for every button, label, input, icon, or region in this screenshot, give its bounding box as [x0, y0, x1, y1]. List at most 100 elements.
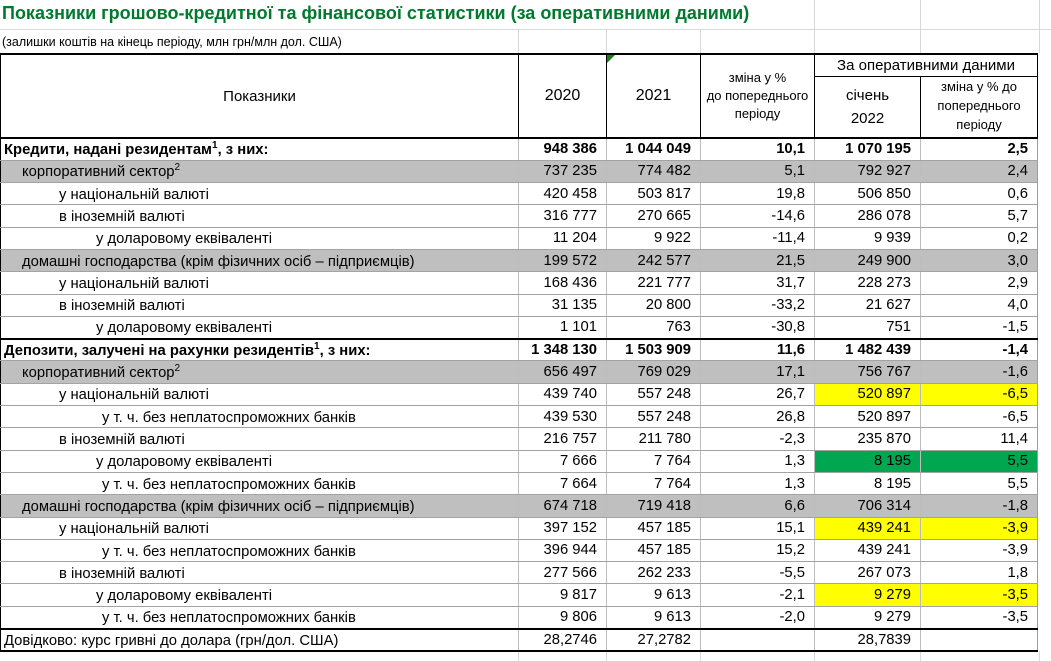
cell-indicator[interactable]: у доларовому еквіваленті [0, 227, 519, 250]
cell-2020[interactable]: 11 204 [518, 227, 607, 250]
cell-change-pct-operational[interactable]: 5,5 [920, 472, 1039, 496]
cell-change-pct[interactable]: 19,8 [700, 182, 815, 206]
cell-2021[interactable]: 769 029 [606, 360, 701, 384]
cell-2021[interactable]: 270 665 [606, 204, 701, 228]
cell-2020[interactable]: 168 436 [518, 271, 607, 295]
header-change-pct[interactable]: зміна у % до попереднього періоду [700, 53, 815, 139]
cell-change-pct-operational[interactable]: 5,5 [920, 450, 1039, 473]
cell-change-pct[interactable]: -2,3 [700, 427, 815, 451]
cell-2021[interactable]: 9 613 [606, 606, 701, 630]
cell-change-pct-operational[interactable]: 2,9 [920, 271, 1039, 295]
cell-2021[interactable]: 457 185 [606, 539, 701, 563]
cell-jan-2022[interactable]: 1 482 439 [814, 337, 921, 362]
header-2021[interactable]: 2021 [606, 53, 701, 139]
cell-2021[interactable]: 774 482 [606, 160, 701, 184]
cell-jan-2022[interactable]: 8 195 [814, 450, 921, 473]
cell-indicator[interactable]: у доларовому еквіваленті [0, 450, 519, 473]
cell-2021[interactable]: 557 248 [606, 405, 701, 429]
cell-change-pct-operational[interactable]: -1,4 [920, 337, 1039, 362]
cell-change-pct[interactable]: -11,4 [700, 227, 815, 250]
cell-change-pct[interactable]: 1,3 [700, 450, 815, 473]
cell-indicator[interactable]: Депозити, залучені на рахунки резидентів… [0, 337, 519, 362]
cell-indicator[interactable]: у національній валюті [0, 383, 519, 407]
cell-change-pct[interactable]: 5,1 [700, 160, 815, 184]
cell-change-pct-operational[interactable]: -3,5 [920, 606, 1039, 630]
cell-change-pct-operational[interactable]: 4,0 [920, 294, 1039, 317]
cell-indicator[interactable]: у т. ч. без неплатоспроможних банків [0, 539, 519, 563]
cell-change-pct[interactable]: -2,1 [700, 583, 815, 607]
cell-change-pct[interactable]: 31,7 [700, 271, 815, 295]
cell-2020[interactable]: 199 572 [518, 249, 607, 273]
cell-change-pct[interactable]: 21,5 [700, 249, 815, 273]
cell-2020[interactable]: 948 386 [518, 138, 607, 161]
cell-indicator[interactable]: в іноземній валюті [0, 204, 519, 228]
cell-2020[interactable]: 277 566 [518, 561, 607, 585]
cell-2021[interactable]: 9 613 [606, 583, 701, 607]
cell-2020[interactable]: 397 152 [518, 517, 607, 540]
cell-change-pct-operational[interactable]: 0,6 [920, 182, 1039, 206]
cell-2021[interactable]: 27,2782 [606, 627, 701, 652]
cell-2020[interactable]: 1 348 130 [518, 337, 607, 362]
cell-change-pct-operational[interactable]: 0,2 [920, 227, 1039, 250]
cell-indicator[interactable]: у т. ч. без неплатоспроможних банків [0, 606, 519, 630]
cell-2020[interactable]: 439 740 [518, 383, 607, 407]
cell-2021[interactable]: 1 503 909 [606, 337, 701, 362]
cell-change-pct-operational[interactable]: -3,9 [920, 539, 1039, 563]
sheet-subtitle[interactable]: (залишки коштів на кінець періоду, млн г… [2, 35, 342, 49]
cell-indicator[interactable]: у доларовому еквіваленті [0, 583, 519, 607]
cell-2020[interactable]: 1 101 [518, 316, 607, 340]
cell-2021[interactable]: 221 777 [606, 271, 701, 295]
cell-2020[interactable]: 216 757 [518, 427, 607, 451]
sheet-title[interactable]: Показники грошово-кредитної та фінансово… [2, 3, 750, 23]
cell-2020[interactable]: 396 944 [518, 539, 607, 563]
cell-indicator[interactable]: корпоративний сектор2 [0, 160, 519, 184]
cell-indicator[interactable]: домашні господарства (крім фізичних осіб… [0, 249, 519, 273]
cell-jan-2022[interactable]: 28,7839 [814, 627, 921, 652]
cell-2021[interactable]: 457 185 [606, 517, 701, 540]
cell-change-pct[interactable]: 26,8 [700, 405, 815, 429]
header-change-pct-operational[interactable]: зміна у % до попереднього періоду [919, 75, 1039, 139]
cell-change-pct-operational[interactable]: -1,6 [920, 360, 1039, 384]
cell-2021[interactable]: 719 418 [606, 494, 701, 518]
cell-2021[interactable]: 242 577 [606, 249, 701, 273]
cell-indicator[interactable]: корпоративний сектор2 [0, 360, 519, 384]
cell-jan-2022[interactable]: 228 273 [814, 271, 921, 295]
cell-change-pct[interactable]: -33,2 [700, 294, 815, 317]
cell-change-pct[interactable]: 15,2 [700, 539, 815, 563]
cell-indicator[interactable]: у доларовому еквіваленті [0, 316, 519, 340]
cell-change-pct-operational[interactable]: -1,8 [920, 494, 1039, 518]
cell-2020[interactable]: 316 777 [518, 204, 607, 228]
cell-2020[interactable]: 7 664 [518, 472, 607, 496]
cell-jan-2022[interactable]: 235 870 [814, 427, 921, 451]
cell-jan-2022[interactable]: 439 241 [814, 539, 921, 563]
cell-change-pct-operational[interactable]: 2,4 [920, 160, 1039, 184]
cell-change-pct[interactable]: -5,5 [700, 561, 815, 585]
cell-change-pct[interactable]: 26,7 [700, 383, 815, 407]
cell-change-pct[interactable]: 1,3 [700, 472, 815, 496]
cell-change-pct[interactable]: 6,6 [700, 494, 815, 518]
cell-jan-2022[interactable]: 520 897 [814, 383, 921, 407]
cell-change-pct-operational[interactable]: -6,5 [920, 383, 1039, 407]
cell-jan-2022[interactable]: 9 279 [814, 606, 921, 630]
cell-jan-2022[interactable]: 267 073 [814, 561, 921, 585]
cell-jan-2022[interactable]: 9 939 [814, 227, 921, 250]
cell-2020[interactable]: 420 458 [518, 182, 607, 206]
cell-indicator[interactable]: Кредити, надані резидентам1, з них: [0, 138, 519, 161]
cell-jan-2022[interactable]: 1 070 195 [814, 138, 921, 161]
header-jan-2022[interactable]: січень 2022 [814, 75, 921, 139]
cell-change-pct[interactable]: 10,1 [700, 138, 815, 161]
cell-2021[interactable]: 9 922 [606, 227, 701, 250]
cell-2020[interactable]: 737 235 [518, 160, 607, 184]
cell-change-pct[interactable]: 11,6 [700, 337, 815, 362]
cell-jan-2022[interactable]: 756 767 [814, 360, 921, 384]
cell-change-pct-operational[interactable]: 2,5 [920, 138, 1039, 161]
cell-change-pct-operational[interactable]: 1,8 [920, 561, 1039, 585]
cell-change-pct[interactable]: -30,8 [700, 316, 815, 340]
cell-indicator[interactable]: у національній валюті [0, 271, 519, 295]
cell-2020[interactable]: 9 817 [518, 583, 607, 607]
cell-change-pct-operational[interactable]: -1,5 [920, 316, 1039, 340]
cell-2020[interactable]: 7 666 [518, 450, 607, 473]
cell-indicator[interactable]: домашні господарства (крім фізичних осіб… [0, 494, 519, 518]
cell-jan-2022[interactable]: 439 241 [814, 517, 921, 540]
cell-change-pct-operational[interactable]: -3,5 [920, 583, 1039, 607]
